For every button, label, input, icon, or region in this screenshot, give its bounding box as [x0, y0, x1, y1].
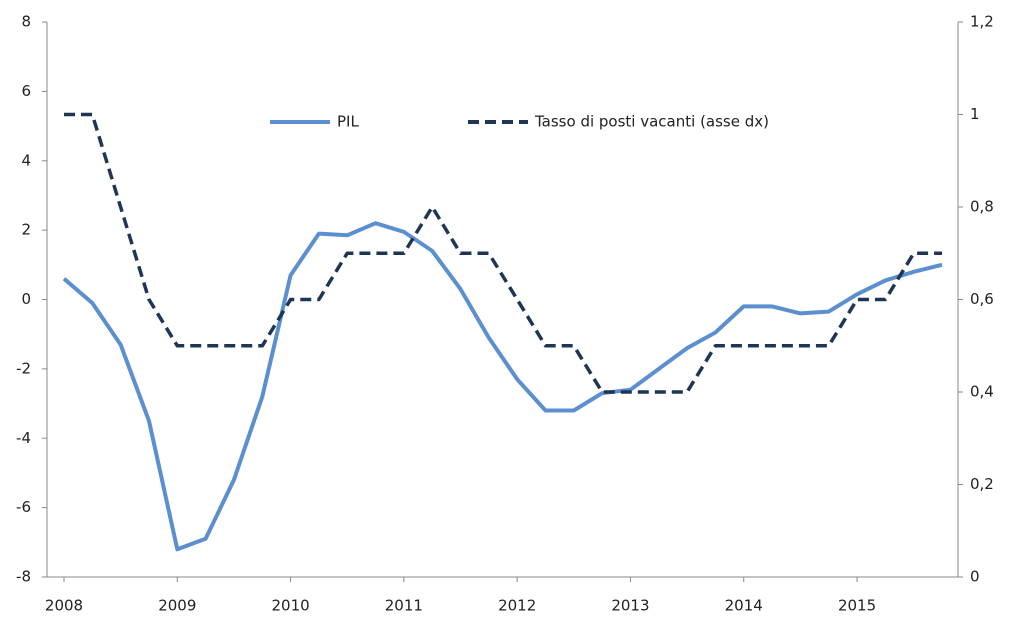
x-tick-label: 2015: [838, 597, 876, 615]
y-tick-label: 4: [21, 151, 31, 169]
y-tick-label: 8: [21, 13, 31, 31]
y-tick-label: -6: [16, 498, 31, 516]
x-tick-label: 2014: [725, 597, 763, 615]
x-tick-label: 2011: [385, 597, 423, 615]
y2-tick-label: 1,2: [970, 13, 994, 31]
series-line: [64, 112, 942, 394]
y2-tick-label: 1: [970, 105, 980, 123]
legend-label: Tasso di posti vacanti (asse dx): [534, 113, 769, 131]
series-line: [62, 221, 943, 552]
x-tick-label: 2013: [611, 597, 649, 615]
y-tick-label: 2: [21, 221, 31, 239]
x-tick-label: 2012: [498, 597, 536, 615]
y-tick-label: -8: [16, 568, 31, 586]
x-tick-label: 2009: [158, 597, 196, 615]
x-tick-label: 2010: [271, 597, 309, 615]
y2-tick-label: 0,6: [970, 290, 994, 308]
y2-tick-label: 0,4: [970, 383, 994, 401]
y-tick-label: 6: [21, 82, 31, 100]
y-tick-label: -2: [16, 359, 31, 377]
legend-label: PIL: [337, 113, 359, 131]
x-tick-label: 2008: [45, 597, 83, 615]
y-tick-label: -4: [16, 429, 31, 447]
y-tick-label: 0: [21, 290, 31, 308]
y2-tick-label: 0,2: [970, 475, 994, 493]
y2-tick-label: 0: [970, 568, 980, 586]
y2-tick-label: 0,8: [970, 198, 994, 216]
